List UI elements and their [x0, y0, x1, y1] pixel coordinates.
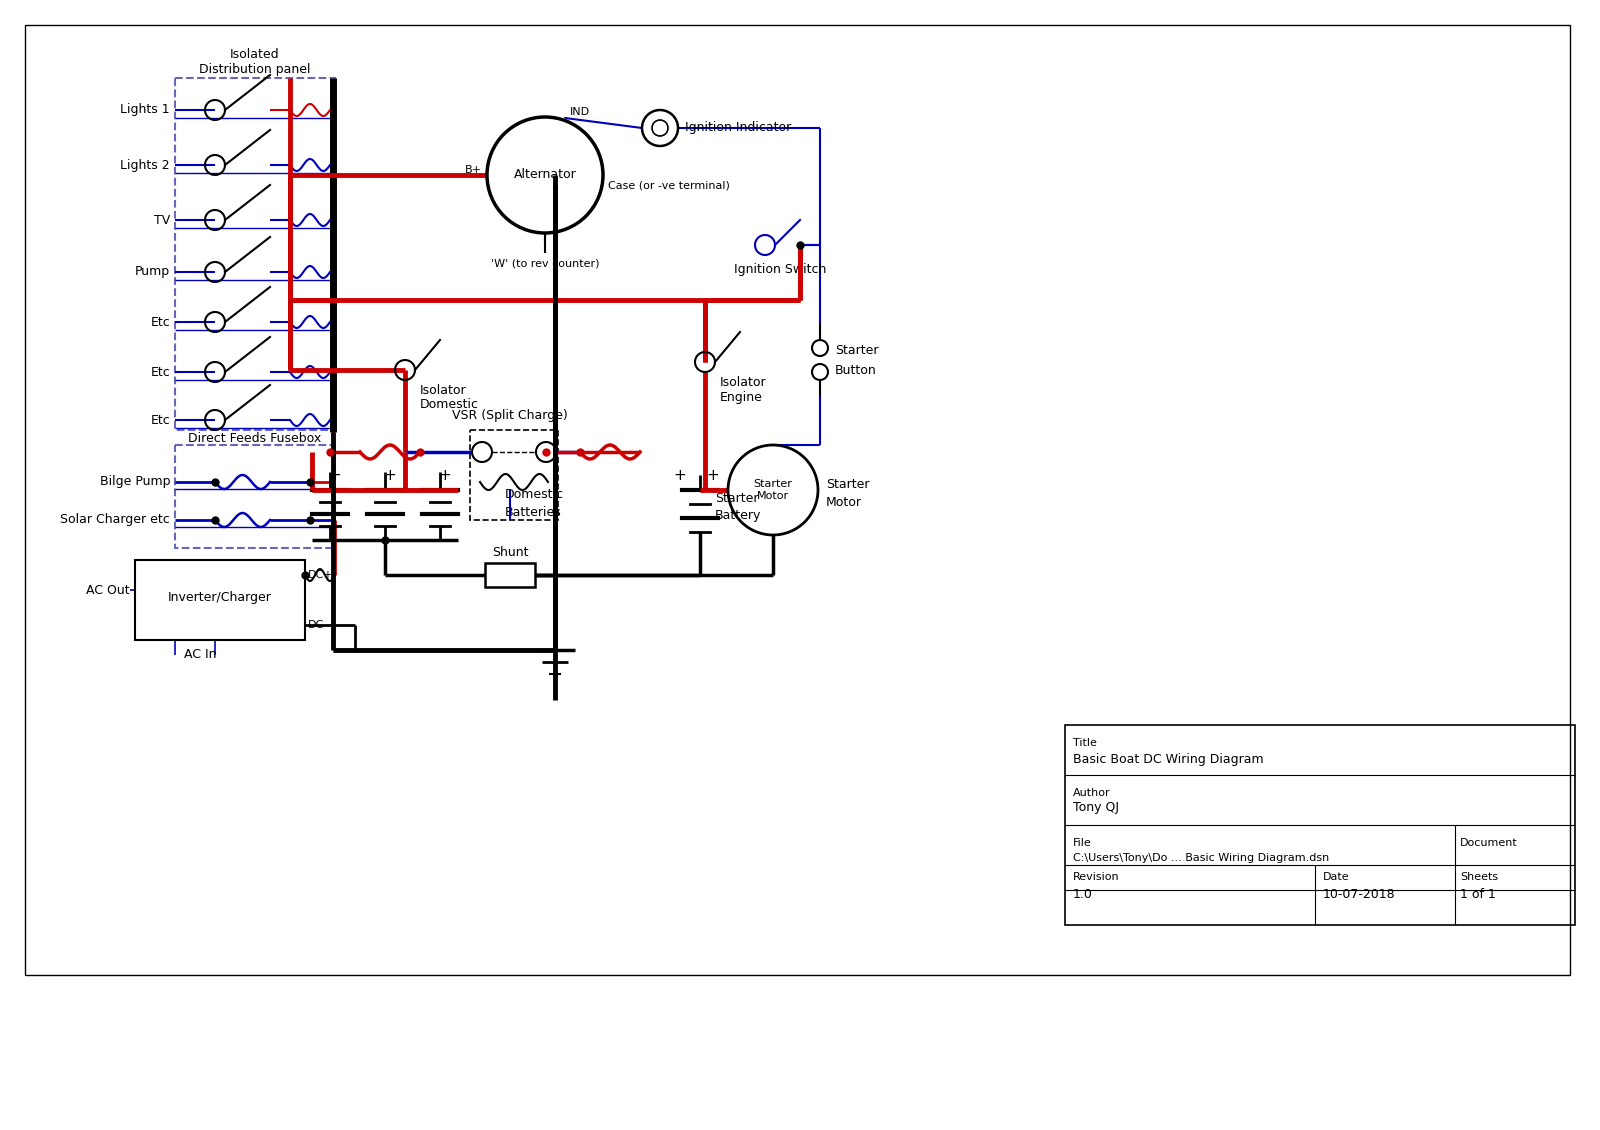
Text: Shunt: Shunt [491, 547, 528, 559]
Text: Sheets: Sheets [1459, 872, 1498, 883]
Text: Starter: Starter [835, 344, 878, 356]
Text: Distribution panel: Distribution panel [200, 63, 310, 77]
Text: Author: Author [1074, 788, 1110, 798]
Text: Document: Document [1459, 838, 1518, 848]
Text: Motor: Motor [826, 495, 862, 508]
Text: +: + [328, 468, 341, 483]
Bar [485, 563, 534, 586]
Text: +: + [674, 468, 686, 483]
Text: Battery: Battery [715, 508, 762, 522]
Text: Bilge Pump: Bilge Pump [99, 476, 170, 488]
Text: Basic Boat DC Wiring Diagram: Basic Boat DC Wiring Diagram [1074, 754, 1264, 766]
Text: Starter: Starter [826, 478, 869, 492]
Bar [134, 560, 306, 640]
Bar [174, 445, 334, 548]
Bar [174, 78, 334, 431]
Text: +: + [384, 468, 397, 483]
Text: B+: B+ [466, 165, 482, 175]
Text: 'W' (to rev counter): 'W' (to rev counter) [491, 258, 600, 268]
Text: Ignition Indicator: Ignition Indicator [685, 122, 792, 134]
Text: Button: Button [835, 364, 877, 376]
Text: DC-: DC- [307, 620, 328, 631]
Text: TV: TV [154, 214, 170, 226]
Text: Batteries: Batteries [506, 505, 562, 519]
Text: Lights 2: Lights 2 [120, 158, 170, 172]
Text: Inverter/Charger: Inverter/Charger [168, 591, 272, 605]
Text: IND: IND [570, 107, 590, 118]
Text: Starter: Starter [715, 492, 758, 504]
Text: Lights 1: Lights 1 [120, 104, 170, 116]
Bar [26, 25, 1570, 975]
Text: Isolator: Isolator [720, 375, 766, 389]
Text: Alternator: Alternator [514, 168, 576, 182]
Text: Domestic: Domestic [506, 488, 563, 502]
Text: AC In: AC In [184, 649, 216, 661]
Bar [470, 431, 558, 520]
Text: Title: Title [1074, 738, 1098, 748]
Text: Pump: Pump [134, 266, 170, 278]
Text: Etc: Etc [150, 414, 170, 426]
Text: Etc: Etc [150, 365, 170, 379]
Text: 10-07-2018: 10-07-2018 [1323, 888, 1395, 902]
Text: Domestic: Domestic [419, 399, 478, 411]
Text: DC+: DC+ [307, 570, 334, 580]
Text: Case (or -ve terminal): Case (or -ve terminal) [608, 180, 730, 190]
Text: Isolator: Isolator [419, 383, 467, 397]
Text: Isolated: Isolated [230, 49, 280, 61]
Text: +: + [438, 468, 451, 483]
Text: Etc: Etc [150, 315, 170, 329]
Text: AC Out: AC Out [86, 583, 130, 597]
Text: Revision: Revision [1074, 872, 1120, 883]
Text: +: + [707, 468, 720, 483]
Text: Engine: Engine [720, 391, 763, 403]
Text: VSR (Split Charge): VSR (Split Charge) [453, 409, 568, 421]
Bar [1066, 725, 1574, 925]
Text: 1.0: 1.0 [1074, 888, 1093, 902]
Text: C:\Users\Tony\Do ... Basic Wiring Diagram.dsn: C:\Users\Tony\Do ... Basic Wiring Diagra… [1074, 853, 1330, 863]
Text: Direct Feeds Fusebox: Direct Feeds Fusebox [189, 432, 322, 444]
Text: Date: Date [1323, 872, 1350, 883]
Text: Tony QJ: Tony QJ [1074, 801, 1118, 815]
Text: Starter
Motor: Starter Motor [754, 479, 792, 501]
Text: Ignition Switch: Ignition Switch [734, 263, 826, 277]
Text: File: File [1074, 838, 1091, 848]
Text: Solar Charger etc: Solar Charger etc [61, 513, 170, 527]
Text: 1 of 1: 1 of 1 [1459, 888, 1496, 902]
